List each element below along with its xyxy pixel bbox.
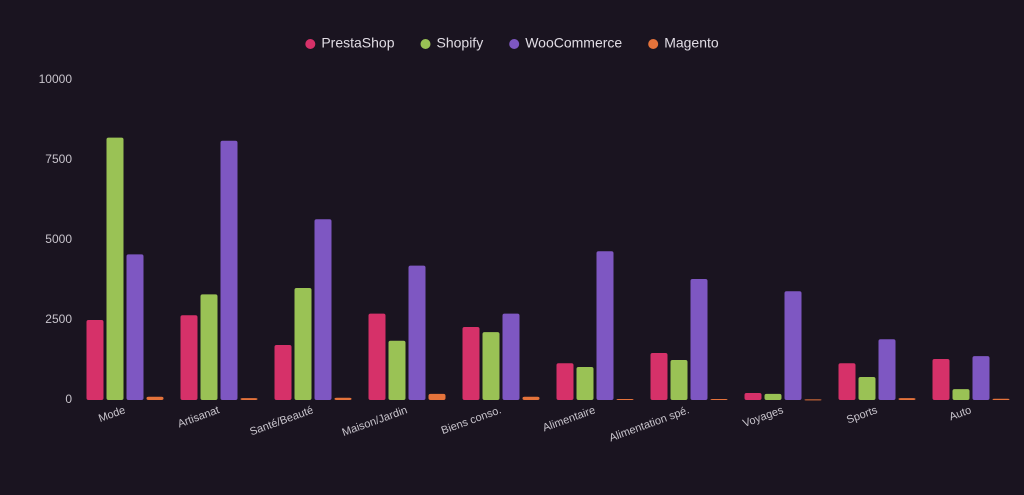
legend-label: WooCommerce [525,35,622,51]
y-tick-label: 7500 [45,152,72,166]
x-tick-label: Sports [845,404,879,426]
x-tick-label: Biens conso. [440,404,503,437]
bar [576,367,594,400]
bar [462,327,480,400]
x-tick-label: Mode [97,404,127,425]
y-tick-label: 5000 [45,232,72,246]
legend-label: PrestaShop [321,35,394,51]
x-tick-label: Auto [948,404,973,423]
bar [878,339,896,400]
bar [838,363,856,400]
legend-swatch [509,39,520,49]
x-tick-label: Santé/Beauté [248,404,315,438]
bar [858,376,876,400]
legend-item: Shopify [420,35,483,51]
x-tick-label: Artisanat [176,404,221,430]
legend-item: Magento [648,35,719,51]
bar [388,340,406,400]
legend-label: Magento [664,35,719,51]
bar [274,344,292,400]
bar [596,251,614,400]
bar [616,399,634,401]
bar [670,360,688,400]
bar [428,393,446,400]
y-tick-label: 2500 [45,312,72,326]
legend-swatch [305,39,316,49]
bar [200,294,218,400]
bar [106,137,124,400]
legend-item: PrestaShop [305,35,395,51]
bar [482,332,500,400]
bar [784,291,802,400]
x-tick-label: Alimentaire [541,404,597,434]
bar [972,356,990,400]
bar [690,279,708,400]
bar [220,140,238,401]
x-tick-label: Voyages [741,404,785,430]
bar [334,397,352,400]
bar [804,399,822,401]
bar [502,313,520,400]
bar [126,254,144,400]
bar [556,363,574,400]
bar [408,265,426,400]
bar [86,320,104,400]
x-tick-label: Maison/Jardin [341,404,409,439]
bar [146,396,164,400]
bar [992,398,1010,400]
bar [650,352,668,400]
bar [522,396,540,400]
bar [180,315,198,400]
y-tick-label: 0 [65,392,72,406]
bar [294,288,312,400]
bar [932,359,950,400]
legend-swatch [648,39,659,49]
bar [952,389,970,400]
bar [898,398,916,400]
legend-swatch [420,39,431,49]
bar [314,219,332,400]
x-tick-label: Alimentation spé. [608,404,691,444]
bar [744,392,762,400]
bar [368,313,386,400]
y-tick-label: 10000 [39,72,73,86]
legend-label: Shopify [436,35,483,51]
bar [710,399,728,401]
bar [240,398,258,400]
legend-item: WooCommerce [509,35,622,51]
bar [764,393,782,400]
legend: PrestaShop Shopify WooCommerce Magento [305,35,719,51]
